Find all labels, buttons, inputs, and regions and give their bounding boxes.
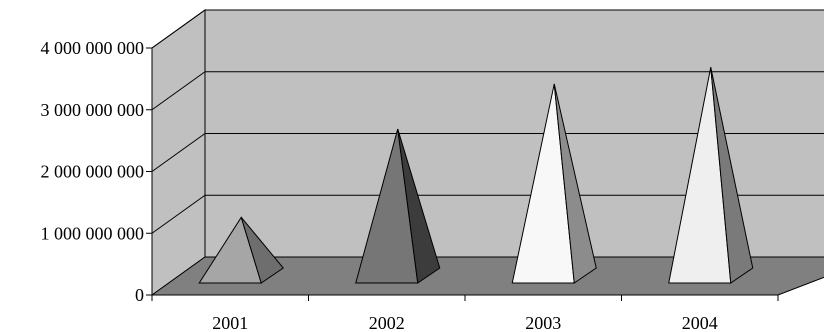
pyramid-side-2002 xyxy=(397,128,441,284)
y-tick-label: 3 000 000 000 xyxy=(41,100,145,120)
gridline-side xyxy=(151,194,206,234)
y-tick-label: 2 000 000 000 xyxy=(41,162,145,182)
x-tick-label: 2002 xyxy=(369,313,405,332)
y-tick-label: 0 xyxy=(135,285,144,305)
pyramid-side-2003 xyxy=(553,83,597,284)
x-tick-label: 2004 xyxy=(682,313,718,332)
y-tick-label: 4 000 000 000 xyxy=(41,38,145,58)
x-tick-label: 2001 xyxy=(212,313,248,332)
gridline-side xyxy=(151,9,206,49)
pyramid-side-2001 xyxy=(240,216,284,284)
pyramid-series xyxy=(198,67,754,284)
y-tick-label: 1 000 000 000 xyxy=(41,223,145,243)
gridline-side xyxy=(151,133,206,172)
x-axis-tick-labels: 2001 2002 2003 2004 xyxy=(212,313,718,332)
gridlines xyxy=(151,9,824,234)
x-tick-label: 2003 xyxy=(525,313,561,332)
pyramid-side-2004 xyxy=(710,67,754,284)
axes xyxy=(146,47,779,301)
gridline-side xyxy=(151,71,206,111)
y-axis-tick-labels: 0 1 000 000 000 2 000 000 000 3 000 000 000… xyxy=(41,38,145,305)
